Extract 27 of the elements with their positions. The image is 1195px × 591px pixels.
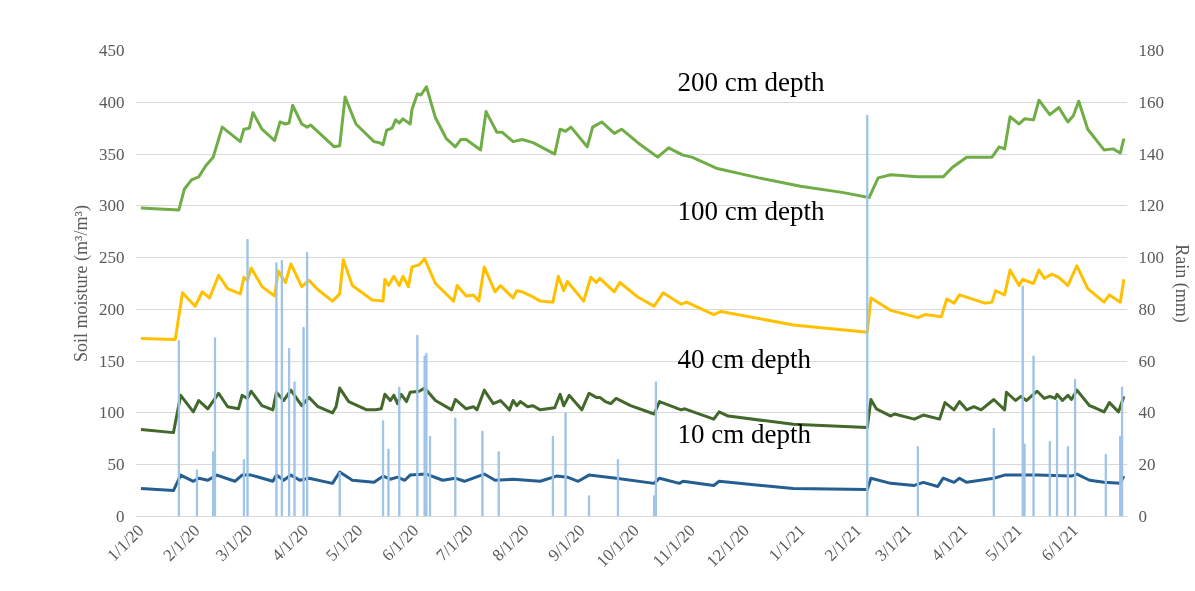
annotation: 40 cm depth: [677, 344, 812, 375]
y2-tick-label: 140: [1138, 144, 1164, 164]
annotation: 100 cm depth: [677, 196, 826, 227]
y-tick-label: 0: [116, 507, 125, 526]
y-tick-label: 50: [107, 455, 125, 475]
line-series: [139, 257, 1126, 341]
y2-tick-label: 20: [1138, 455, 1156, 475]
y-tick-label: 250: [99, 248, 125, 268]
y-tick-label: 100: [99, 403, 125, 423]
annotation: 200 cm depth: [677, 66, 826, 97]
y-tick-label: 300: [99, 196, 125, 216]
y2-tick-label: 120: [1138, 196, 1164, 216]
y-tick-label: 450: [99, 41, 125, 60]
annotation: 10 cm depth: [677, 418, 812, 449]
y2-tick-label: 180: [1138, 41, 1164, 60]
y-axis-title: Soil moisture (m³/m³): [71, 205, 92, 362]
y-tick-label: 350: [99, 144, 125, 164]
y2-tick-label: 100: [1138, 248, 1164, 268]
y-tick-label: 150: [99, 351, 125, 371]
y2-tick-label: 80: [1138, 299, 1156, 319]
y-tick-label: 200: [99, 299, 125, 319]
y2-tick-label: 60: [1138, 351, 1156, 371]
y-tick-label: 400: [99, 92, 125, 112]
y2-tick-label: 40: [1138, 403, 1156, 423]
y2-tick-label: 160: [1138, 92, 1164, 112]
y2-tick-label: 0: [1138, 507, 1147, 526]
y2-axis-title: Rain (mm): [1171, 244, 1192, 323]
